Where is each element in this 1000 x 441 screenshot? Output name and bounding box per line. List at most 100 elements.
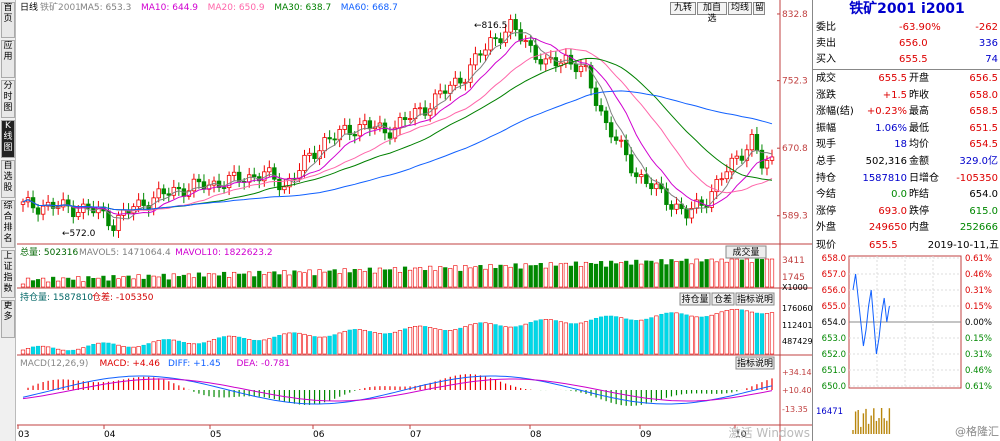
toolbar-btn-2[interactable]: 均线 xyxy=(728,2,752,15)
candle-body-119 xyxy=(618,139,624,142)
candle-body-141 xyxy=(729,157,734,173)
candle-body-28 xyxy=(161,188,166,195)
vol-bar-112 xyxy=(583,261,589,288)
oi-bar-74 xyxy=(392,331,398,355)
tab-4[interactable]: 自选股 xyxy=(1,160,15,198)
tab-1[interactable]: 应用 xyxy=(1,40,15,78)
oi-bar-115 xyxy=(598,316,604,355)
oi-bar-56 xyxy=(302,333,307,355)
tab-0[interactable]: 首页 xyxy=(1,2,15,38)
mini-left-7: 651.0 xyxy=(822,366,846,376)
candle-body-137 xyxy=(709,191,714,208)
candle-body-95 xyxy=(498,38,503,44)
oi-bar-136 xyxy=(704,316,709,355)
vol-bar-35 xyxy=(196,272,202,288)
vol-bar-133 xyxy=(689,263,694,288)
candle-body-55 xyxy=(297,170,302,180)
oi-bar-10 xyxy=(71,349,76,355)
mini-right-2: 0.31% xyxy=(965,286,992,296)
oi-bar-123 xyxy=(639,319,644,355)
tab-2[interactable]: 分时图 xyxy=(1,80,15,118)
now-row: 现价 655.5 2019-10-11,五 xyxy=(813,238,1000,253)
macd-legend-2: DIFF: +1.45 xyxy=(168,359,221,369)
tab-6[interactable]: 上证指数 xyxy=(1,250,15,298)
quote-date: 2019-10-11,五 xyxy=(927,240,999,251)
tab-3[interactable]: K线图 xyxy=(1,120,15,158)
oi-bar-75 xyxy=(397,330,403,355)
oi-bar-137 xyxy=(709,314,714,355)
candle-body-97 xyxy=(508,19,513,33)
vol-bar-146 xyxy=(754,258,760,288)
candle-body-65 xyxy=(347,124,352,135)
grid-l1-1: 涨跌 xyxy=(816,89,836,101)
mini-right-1: 0.46% xyxy=(965,270,992,280)
tab-7[interactable]: 更多 xyxy=(1,300,15,338)
vol-bar-148 xyxy=(764,258,770,288)
grid-v2-2: 658.5 xyxy=(969,106,998,118)
candle-body-134 xyxy=(694,199,699,209)
mini-left-3: 655.0 xyxy=(822,302,846,312)
diff-line xyxy=(22,375,773,405)
vol-bar-93 xyxy=(488,264,493,288)
macd-legend-3: DEA: -0.781 xyxy=(237,359,291,369)
candle-body-68 xyxy=(362,120,368,126)
oi-bar-69 xyxy=(367,331,372,355)
candle-body-50 xyxy=(272,167,277,180)
oi-bar-133 xyxy=(689,315,694,355)
vol-bar-103 xyxy=(538,263,543,288)
candle-body-110 xyxy=(573,63,579,73)
oi-bar-87 xyxy=(458,327,463,355)
candle-body-19 xyxy=(116,214,121,231)
mini-left-8: 650.0 xyxy=(822,382,846,392)
oi-bar-130 xyxy=(674,312,679,355)
oi-bar-106 xyxy=(553,320,558,355)
vol-bar-83 xyxy=(438,266,443,288)
oi-bar-104 xyxy=(543,319,548,355)
x-label-4: 07 xyxy=(410,430,421,440)
quote-grid-row-5: 总手 502,316 金额 329.0亿 xyxy=(813,154,1000,169)
toolbar-btn-1[interactable]: 加自选 xyxy=(697,2,727,24)
vol-bar-149 xyxy=(769,258,775,288)
candle-body-40 xyxy=(221,187,227,189)
quote-row-1: 卖出 656.0 336 xyxy=(813,36,1000,51)
mini-left-2: 656.0 xyxy=(822,286,846,296)
oi-bar-67 xyxy=(357,329,362,355)
oi-bar-21 xyxy=(126,346,131,355)
candle-body-23 xyxy=(136,199,141,208)
tab-5[interactable]: 综合排名 xyxy=(1,200,15,248)
vol-bar-101 xyxy=(528,265,533,288)
toolbar-btn-0[interactable]: 九转 xyxy=(670,2,696,15)
vol-bar-120 xyxy=(624,260,629,288)
oi-bar-59 xyxy=(317,336,322,355)
oi-bar-112 xyxy=(583,321,589,355)
vol-bar-117 xyxy=(609,260,614,288)
oi-bar-125 xyxy=(649,317,654,355)
oi-bar-4 xyxy=(41,345,46,355)
oi-bar-93 xyxy=(488,323,493,355)
grid-v1-0: 655.5 xyxy=(878,73,907,84)
oi-bar-45 xyxy=(247,339,252,355)
quote-row-right-1: 336 xyxy=(978,38,998,49)
candle-body-24 xyxy=(141,199,146,206)
toolbar-btn-3[interactable]: 留 xyxy=(753,2,765,15)
candle-body-76 xyxy=(402,117,408,120)
oi-bar-84 xyxy=(443,330,448,355)
brand-watermark: @格隆汇 xyxy=(955,424,999,438)
oi-bar-77 xyxy=(407,327,413,355)
oi-bar-92 xyxy=(483,322,488,355)
oi-bar-118 xyxy=(614,316,619,355)
quote-panel: 铁矿2001 i2001 委比 -63.90% -262 卖出 656.0 336 买入 655… xyxy=(812,0,1000,441)
vol-bar-7 xyxy=(56,280,61,288)
oi-bar-47 xyxy=(257,340,262,355)
oi-bar-113 xyxy=(588,319,594,355)
grid-l2-3: 最低 xyxy=(909,122,929,134)
vol-bar-11 xyxy=(76,276,81,288)
oi-bar-7 xyxy=(56,348,61,355)
vol-bar-38 xyxy=(211,273,217,288)
grid-v1-1: +1.5 xyxy=(882,89,907,101)
candle-body-140 xyxy=(724,171,729,180)
oi-bar-147 xyxy=(759,313,765,355)
vol-bar-115 xyxy=(598,261,604,288)
vol-bar-6 xyxy=(51,276,56,288)
oi-bar-144 xyxy=(744,310,749,355)
